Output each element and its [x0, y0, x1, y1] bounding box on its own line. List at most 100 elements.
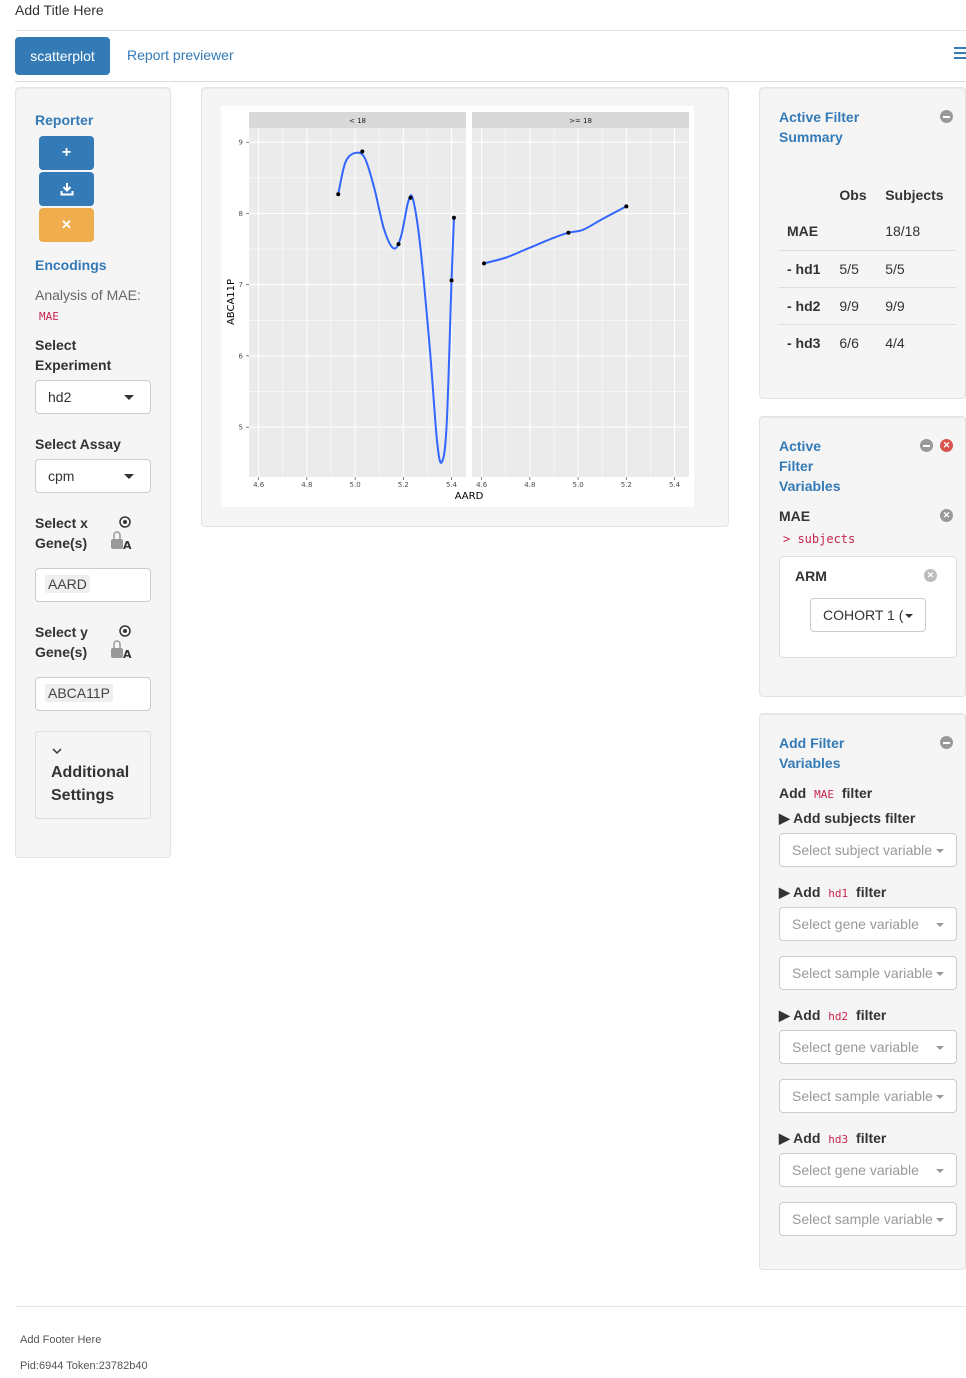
- footer-divider: [15, 1306, 966, 1307]
- data-point: [408, 195, 413, 200]
- reset-report-button[interactable]: ✕: [39, 208, 94, 242]
- header-divider: [15, 30, 966, 31]
- chevron-down-icon: [936, 923, 944, 927]
- chevron-down-icon: [936, 1046, 944, 1050]
- table-row: - hd3 6/6 4/4: [779, 323, 956, 361]
- data-point: [360, 149, 365, 154]
- footer-pid: Pid:6944 Token:23782b40: [20, 1360, 148, 1372]
- collapse-summary-icon[interactable]: [940, 110, 953, 123]
- remove-mae-filters-icon[interactable]: ✕: [940, 509, 953, 522]
- add-hd2-filter-toggle[interactable]: ▶ Add hd2 filter: [779, 1007, 887, 1023]
- facet-label: < 18: [349, 117, 366, 125]
- facet-label: >= 18: [569, 117, 592, 125]
- y-axis-label: ABCA11P: [226, 279, 237, 325]
- x-axis-label: AARD: [455, 491, 484, 502]
- x-tick-label: 5.4: [669, 481, 681, 489]
- tabs-divider: [15, 81, 966, 82]
- x-tick-label: 5.2: [621, 481, 632, 489]
- data-point: [336, 192, 341, 197]
- hd2-gene-variable-select[interactable]: Select gene variable: [779, 1030, 957, 1064]
- tab-scatterplot[interactable]: scatterplot: [15, 37, 110, 75]
- select-x-genes-label: Select x Gene(s): [35, 515, 88, 551]
- table-cell: 5/5: [831, 249, 878, 287]
- tab-report-previewer[interactable]: Report previewer: [127, 47, 234, 63]
- reporter-heading: Reporter: [35, 112, 94, 128]
- arm-select[interactable]: COHORT 1 (: [810, 598, 926, 632]
- download-icon: [60, 183, 73, 196]
- assay-select[interactable]: cpm: [35, 459, 151, 493]
- table-cell: 4/4: [877, 323, 956, 361]
- y-genes-input[interactable]: ABCA11P: [35, 677, 151, 711]
- panel-background: [472, 128, 689, 477]
- table-cell: - hd1: [779, 249, 832, 287]
- analysis-dataset-code: MAE: [39, 310, 59, 323]
- table-cell: 18/18: [885, 223, 921, 240]
- chevron-down-icon: [124, 395, 134, 400]
- arm-filter-label: ARM: [795, 568, 827, 584]
- caret-right-icon: ▶: [779, 810, 790, 826]
- add-hd3-filter-toggle[interactable]: ▶ Add hd3 filter: [779, 1130, 887, 1146]
- select-experiment-label: Select Experiment: [35, 337, 112, 373]
- encodings-heading: Encodings: [35, 257, 107, 273]
- chevron-down-icon: [52, 748, 62, 755]
- add-filter-variables-heading: Add Filter Variables: [779, 735, 845, 771]
- additional-settings-label: Additional Settings: [51, 764, 130, 804]
- experiment-value: hd2: [48, 389, 72, 405]
- summary-col-subjects: Subjects: [885, 186, 944, 203]
- caret-right-icon: ▶: [779, 1130, 790, 1146]
- chevron-down-icon: [936, 1095, 944, 1099]
- x-tick-label: 4.8: [301, 481, 312, 489]
- x-tick-label: 4.6: [253, 481, 265, 489]
- hd1-gene-variable-select[interactable]: Select gene variable: [779, 907, 957, 941]
- x-tick-label: 5.4: [446, 481, 458, 489]
- x-genes-input[interactable]: AARD: [35, 568, 151, 602]
- x-tick-label: 4.8: [524, 481, 535, 489]
- menu-icon[interactable]: [954, 47, 966, 59]
- assay-value: cpm: [48, 468, 75, 484]
- data-point: [451, 215, 456, 220]
- table-row: MAE 18/18: [779, 213, 956, 250]
- download-report-button[interactable]: [39, 172, 94, 206]
- x-tick-label: 5.2: [398, 481, 409, 489]
- active-filter-variables-heading: Active Filter Variables: [779, 438, 841, 494]
- hd1-sample-variable-select[interactable]: Select sample variable: [779, 956, 957, 990]
- summary-col-blank: [779, 176, 831, 213]
- additional-settings-panel[interactable]: Additional Settings: [35, 731, 151, 819]
- add-hd1-filter-toggle[interactable]: ▶ Add hd1 filter: [779, 884, 887, 900]
- caret-right-icon: ▶: [779, 1007, 790, 1023]
- select-y-genes-label: Select y Gene(s): [35, 624, 88, 660]
- collapse-active-vars-icon[interactable]: [920, 439, 933, 452]
- data-point: [396, 242, 401, 247]
- filter-summary-table: Obs Subjects MAE 18/18 - hd1 5/5 5/5 - h…: [779, 176, 956, 361]
- add-card-button[interactable]: +: [39, 136, 94, 170]
- data-point: [482, 261, 487, 266]
- svg-text:A: A: [123, 648, 132, 661]
- select-assay-label: Select Assay: [35, 436, 121, 452]
- chevron-down-icon: [905, 614, 913, 618]
- panel-background: [249, 128, 466, 477]
- x-genes-filter-icon[interactable]: A: [110, 514, 134, 554]
- hd3-sample-variable-select[interactable]: Select sample variable: [779, 1202, 957, 1236]
- arm-value: COHORT 1 (: [823, 607, 903, 623]
- add-mae-filter-label: Add MAE filter: [779, 785, 873, 801]
- facet-strip: [472, 112, 689, 128]
- remove-arm-filter-icon[interactable]: ✕: [924, 569, 937, 582]
- subject-variable-select[interactable]: Select subject variable: [779, 833, 957, 867]
- hd3-gene-variable-select[interactable]: Select gene variable: [779, 1153, 957, 1187]
- x-tick-label: 5.0: [350, 481, 361, 489]
- hd2-sample-variable-select[interactable]: Select sample variable: [779, 1079, 957, 1113]
- y-tick-label: 9: [239, 139, 243, 147]
- collapse-add-vars-icon[interactable]: [940, 736, 953, 749]
- experiment-select[interactable]: hd2: [35, 380, 151, 414]
- y-gene-tag: ABCA11P: [45, 684, 113, 702]
- data-point: [449, 278, 454, 283]
- y-genes-filter-icon[interactable]: A: [110, 623, 134, 663]
- mae-filter-label: MAE: [779, 508, 811, 524]
- y-tick-label: 8: [239, 210, 243, 218]
- remove-all-filters-icon[interactable]: ✕: [940, 439, 953, 452]
- chevron-down-icon: [124, 474, 134, 479]
- chevron-down-icon: [936, 849, 944, 853]
- footer-text: Add Footer Here: [20, 1334, 102, 1346]
- table-cell: 9/9: [831, 286, 878, 324]
- add-subjects-filter-toggle[interactable]: ▶ Add subjects filter: [779, 810, 916, 826]
